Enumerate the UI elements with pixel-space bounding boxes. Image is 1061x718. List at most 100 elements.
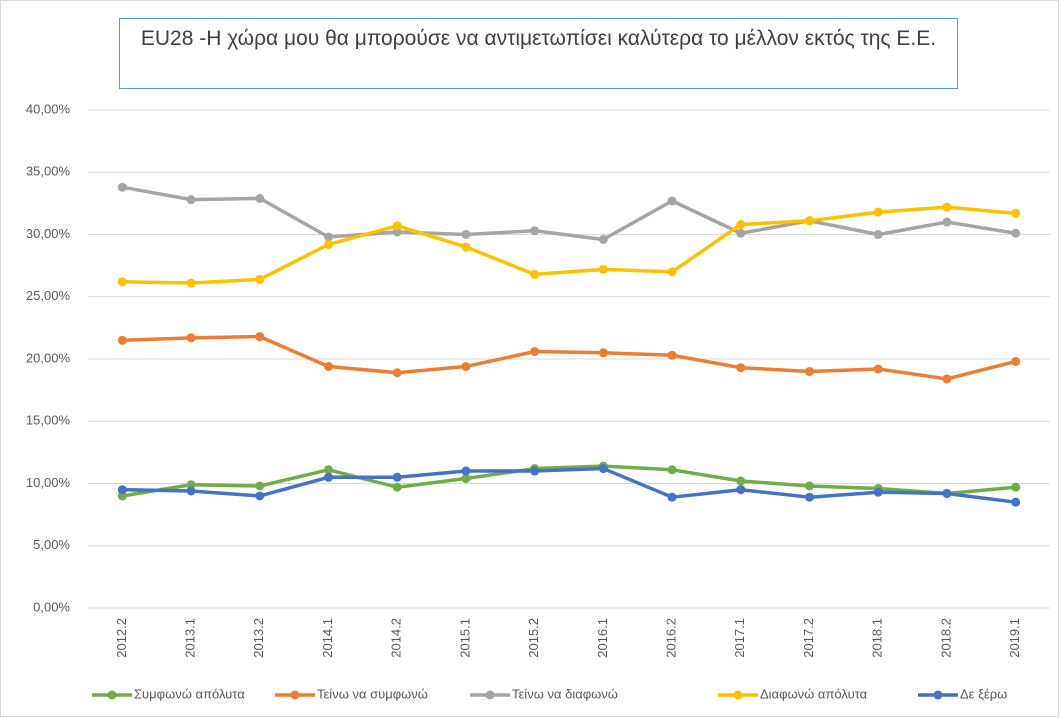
data-point bbox=[255, 332, 265, 342]
series-line bbox=[122, 464, 1016, 498]
data-point bbox=[942, 202, 952, 212]
legend-label: Τείνω να διαφωνώ bbox=[512, 686, 618, 701]
data-point bbox=[736, 476, 746, 486]
y-tick-label: 20,00% bbox=[26, 350, 71, 365]
data-point bbox=[186, 195, 196, 205]
legend-marker bbox=[933, 690, 943, 700]
legend-item: Τείνω να διαφωνώ bbox=[470, 686, 618, 701]
data-point bbox=[942, 217, 952, 227]
data-point bbox=[1011, 497, 1021, 507]
data-point bbox=[324, 472, 333, 482]
data-point bbox=[392, 482, 402, 492]
data-point bbox=[805, 366, 814, 376]
x-tick-label: 2012.2 bbox=[114, 618, 129, 658]
data-point bbox=[598, 348, 608, 358]
data-point bbox=[186, 333, 196, 343]
data-point bbox=[117, 182, 127, 192]
data-point bbox=[255, 491, 265, 501]
y-tick-label: 0,00% bbox=[33, 599, 70, 614]
y-tick-label: 10,00% bbox=[26, 475, 71, 490]
x-tick-label: 2017.2 bbox=[801, 618, 816, 658]
x-tick-label: 2014.2 bbox=[389, 618, 404, 658]
data-point bbox=[392, 221, 402, 231]
data-point bbox=[736, 220, 746, 230]
x-tick-label: 2016.2 bbox=[664, 618, 679, 658]
data-point bbox=[392, 472, 402, 482]
data-point bbox=[324, 465, 333, 475]
y-tick-label: 40,00% bbox=[26, 101, 71, 116]
y-tick-label: 15,00% bbox=[26, 413, 71, 428]
legend-item: Διαφωνώ απόλυτα bbox=[718, 686, 868, 701]
data-point bbox=[255, 193, 265, 203]
x-tick-label: 2018.2 bbox=[938, 618, 953, 658]
x-tick-label: 2017.1 bbox=[732, 618, 747, 658]
data-point bbox=[667, 465, 677, 475]
data-point bbox=[530, 347, 540, 357]
data-point bbox=[461, 466, 471, 476]
data-point bbox=[117, 335, 127, 345]
data-point bbox=[186, 480, 196, 490]
data-point bbox=[873, 487, 883, 497]
data-point bbox=[736, 363, 746, 373]
data-point bbox=[461, 230, 471, 239]
series-line bbox=[122, 466, 1016, 504]
legend-item: Συμφωνώ απόλυτα bbox=[92, 686, 245, 701]
data-point bbox=[736, 228, 746, 238]
legend-marker bbox=[485, 690, 495, 700]
y-tick-label: 30,00% bbox=[26, 226, 71, 241]
data-point bbox=[117, 491, 127, 501]
series-line bbox=[122, 205, 1016, 285]
data-point bbox=[942, 374, 952, 384]
data-point bbox=[530, 226, 540, 236]
data-point bbox=[530, 269, 540, 279]
data-point bbox=[805, 481, 814, 491]
data-point bbox=[598, 234, 608, 244]
data-point bbox=[1011, 482, 1021, 492]
data-point bbox=[255, 481, 265, 491]
x-tick-label: 2018.1 bbox=[870, 618, 885, 658]
data-point bbox=[873, 207, 883, 217]
y-tick-label: 25,00% bbox=[26, 288, 71, 303]
data-point bbox=[873, 364, 883, 374]
data-point bbox=[667, 267, 677, 277]
legend-marker bbox=[733, 690, 743, 700]
legend-item: Τείνω να συμφωνώ bbox=[275, 686, 428, 701]
legend-marker bbox=[290, 690, 300, 700]
data-point bbox=[667, 492, 677, 502]
legend-label: Δε ξέρω bbox=[960, 686, 1007, 701]
data-point bbox=[1011, 356, 1021, 366]
data-point bbox=[736, 485, 746, 495]
data-point bbox=[324, 239, 333, 249]
x-tick-label: 2014.1 bbox=[320, 618, 335, 658]
x-tick-label: 2015.2 bbox=[526, 618, 541, 658]
legend-label: Συμφωνώ απόλυτα bbox=[134, 686, 245, 701]
x-tick-label: 2016.1 bbox=[595, 618, 610, 658]
legend-label: Διαφωνώ απόλυτα bbox=[760, 686, 868, 701]
data-point bbox=[392, 368, 402, 378]
data-point bbox=[667, 196, 677, 206]
data-point bbox=[461, 474, 471, 484]
data-point bbox=[117, 277, 127, 287]
data-point bbox=[942, 488, 952, 498]
data-point bbox=[805, 492, 814, 502]
legend-item: Δε ξέρω bbox=[918, 686, 1007, 701]
data-point bbox=[324, 361, 333, 371]
data-point bbox=[186, 278, 196, 288]
data-point bbox=[117, 485, 127, 495]
data-point bbox=[1011, 208, 1021, 218]
x-tick-label: 2015.1 bbox=[457, 618, 472, 658]
chart-title: EU28 -Η χώρα μου θα μπορούσε να αντιμετω… bbox=[119, 18, 958, 89]
data-point bbox=[805, 216, 814, 226]
x-tick-label: 2019.1 bbox=[1007, 618, 1022, 658]
data-point bbox=[461, 361, 471, 371]
x-tick-label: 2013.1 bbox=[183, 618, 198, 658]
data-point bbox=[392, 227, 402, 237]
data-point bbox=[873, 230, 883, 239]
data-point bbox=[255, 274, 265, 284]
data-point bbox=[1011, 228, 1021, 238]
data-point bbox=[186, 486, 196, 496]
data-point bbox=[598, 464, 608, 474]
legend-label: Τείνω να συμφωνώ bbox=[317, 686, 428, 701]
